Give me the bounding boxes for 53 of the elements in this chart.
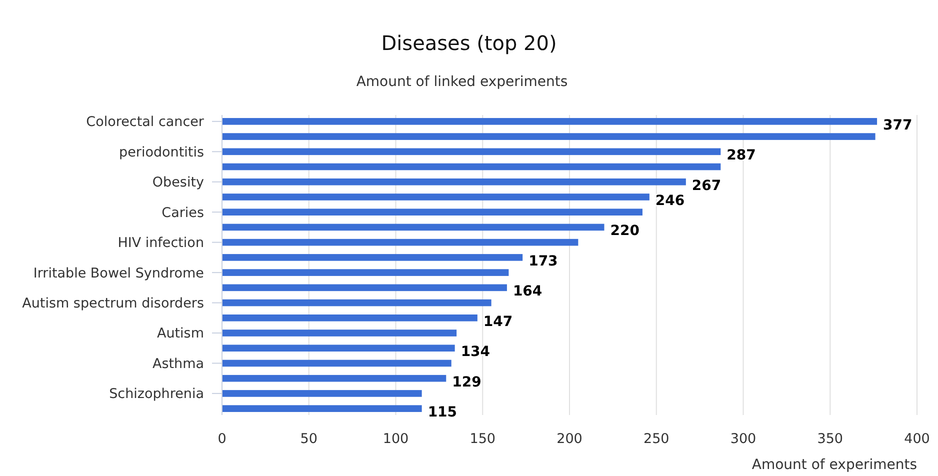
y-tick-label: Schizophrenia: [109, 386, 204, 402]
bar: [222, 269, 509, 276]
x-tick-label: 200: [556, 431, 582, 447]
bar: [222, 330, 457, 336]
data-label: 147: [483, 314, 513, 330]
data-label: 129: [452, 374, 482, 390]
bar: [222, 390, 422, 397]
y-tick-label: HIV infection: [118, 235, 204, 252]
data-label: 220: [610, 223, 640, 240]
bar: [222, 194, 650, 200]
bar: [222, 208, 642, 216]
y-tick-label: Colorectal cancer: [86, 114, 204, 130]
bar: [222, 360, 452, 367]
bar: [222, 254, 523, 261]
x-tick-label: 300: [730, 431, 756, 447]
y-tick-label: Obesity: [152, 174, 204, 191]
y-tick-label: Asthma: [152, 356, 204, 372]
data-label: 377: [883, 117, 912, 134]
bar: [222, 299, 492, 306]
bar: [222, 344, 455, 352]
bar: [222, 118, 878, 125]
bar: [222, 405, 422, 412]
x-tick-label: 350: [817, 431, 844, 447]
chart-title: Diseases (top 20): [381, 31, 557, 55]
data-label: 267: [692, 178, 722, 194]
x-tick-label: 400: [904, 431, 930, 447]
y-tick-label: Caries: [162, 204, 204, 221]
data-label: 173: [528, 253, 558, 270]
bar: [222, 314, 478, 322]
data-label: 246: [655, 192, 685, 209]
x-tick-label: 100: [382, 431, 409, 447]
x-tick-label: 0: [218, 431, 226, 447]
bar: [222, 163, 721, 170]
y-tick-label: Irritable Bowel Syndrome: [33, 265, 204, 282]
data-label: 115: [428, 404, 458, 421]
chart-subtitle: Amount of linked experiments: [356, 74, 568, 90]
bar: [222, 133, 876, 140]
x-tick-label: 250: [643, 431, 670, 447]
bar: [222, 178, 686, 186]
data-label: 134: [460, 344, 490, 360]
bar: [222, 224, 604, 231]
data-label: 287: [726, 148, 756, 164]
bar: [222, 238, 578, 246]
x-tick-label: 50: [300, 431, 318, 447]
x-tick-label: 150: [470, 431, 496, 447]
data-label: 164: [512, 284, 542, 300]
bar: [222, 284, 507, 292]
y-tick-label: periodontitis: [119, 144, 204, 160]
y-tick-label: Autism spectrum disorders: [22, 296, 204, 312]
y-tick-label: Autism: [156, 326, 204, 342]
x-axis-title: Amount of experiments: [752, 457, 917, 473]
bar: [222, 374, 446, 382]
bar: [222, 148, 721, 156]
